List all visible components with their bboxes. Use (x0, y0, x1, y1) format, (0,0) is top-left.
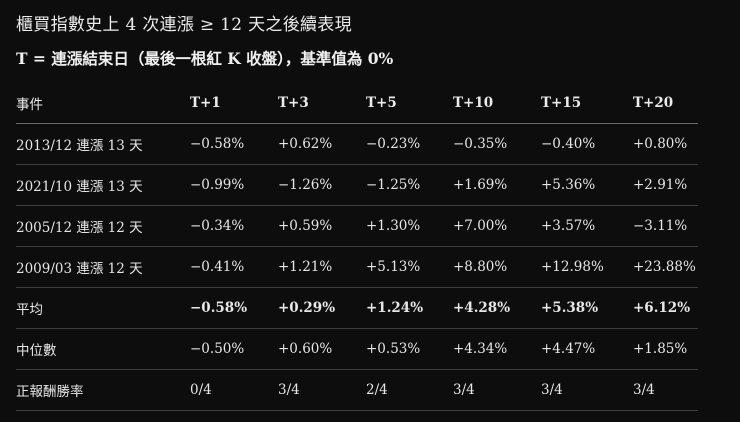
value-cell: +0.80% (633, 123, 698, 165)
table-row-2009-03: 2009/03 連漲 12 天 −0.41% +1.21% +5.13% +8.… (16, 246, 698, 288)
value-cell: +3.57% (541, 205, 633, 247)
value-cell: +23.88% (633, 246, 698, 288)
event-cell: 平均 (16, 287, 190, 329)
value-cell: 3/4 (633, 369, 698, 411)
value-cell: +4.34% (453, 328, 541, 370)
value-cell: +5.36% (541, 164, 633, 206)
value-cell: +1.69% (453, 164, 541, 206)
column-header-t5: T+5 (366, 83, 453, 124)
table-row-2005-12: 2005/12 連漲 12 天 −0.34% +0.59% +1.30% +7.… (16, 205, 698, 247)
event-cell: 2005/12 連漲 12 天 (16, 205, 190, 247)
value-cell: −3.11% (633, 205, 698, 247)
value-cell: +4.28% (453, 287, 541, 329)
value-cell: +0.62% (278, 123, 366, 165)
column-header-t20: T+20 (633, 83, 698, 124)
value-cell: +0.60% (278, 328, 366, 370)
value-cell: +6.12% (633, 287, 698, 329)
value-cell: +1.30% (366, 205, 453, 247)
value-cell: +5.13% (366, 246, 453, 288)
value-cell: +0.29% (278, 287, 366, 329)
event-cell: 正報酬勝率 (16, 369, 190, 411)
column-header-t3: T+3 (278, 83, 366, 124)
returns-table: 事件 T+1 T+3 T+5 T+10 T+15 T+20 2013/12 連漲… (16, 83, 698, 411)
value-cell: +1.85% (633, 328, 698, 370)
table-row-median: 中位數 −0.50% +0.60% +0.53% +4.34% +4.47% +… (16, 328, 698, 370)
value-cell: 2/4 (366, 369, 453, 411)
value-cell: +1.24% (366, 287, 453, 329)
value-cell: 3/4 (278, 369, 366, 411)
value-cell: +0.53% (366, 328, 453, 370)
table-row-2021-10: 2021/10 連漲 13 天 −0.99% −1.26% −1.25% +1.… (16, 164, 698, 206)
column-header-t15: T+15 (541, 83, 633, 124)
value-cell: +0.59% (278, 205, 366, 247)
value-cell: −1.26% (278, 164, 366, 206)
value-cell: +5.38% (541, 287, 633, 329)
value-cell: −0.40% (541, 123, 633, 165)
value-cell: +4.47% (541, 328, 633, 370)
value-cell: −0.58% (190, 287, 278, 329)
value-cell: +8.80% (453, 246, 541, 288)
event-cell: 2013/12 連漲 13 天 (16, 123, 190, 165)
value-cell: 3/4 (453, 369, 541, 411)
column-header-t1: T+1 (190, 83, 278, 124)
event-cell: 2021/10 連漲 13 天 (16, 164, 190, 206)
value-cell: −0.99% (190, 164, 278, 206)
table-row-2013-12: 2013/12 連漲 13 天 −0.58% +0.62% −0.23% −0.… (16, 123, 698, 165)
table-row-average: 平均 −0.58% +0.29% +1.24% +4.28% +5.38% +6… (16, 287, 698, 329)
value-cell: −0.58% (190, 123, 278, 165)
table-header-row: 事件 T+1 T+3 T+5 T+10 T+15 T+20 (16, 83, 698, 124)
column-header-t10: T+10 (453, 83, 541, 124)
value-cell: −1.25% (366, 164, 453, 206)
value-cell: −0.35% (453, 123, 541, 165)
value-cell: −0.50% (190, 328, 278, 370)
value-cell: −0.23% (366, 123, 453, 165)
table-row-win-rate: 正報酬勝率 0/4 3/4 2/4 3/4 3/4 3/4 (16, 369, 698, 411)
value-cell: 3/4 (541, 369, 633, 411)
value-cell: +12.98% (541, 246, 633, 288)
value-cell: −0.41% (190, 246, 278, 288)
page-subtitle: T = 連漲結束日（最後一根紅 K 收盤），基準值為 0% (16, 49, 394, 68)
page-title: 櫃買指數史上 4 次連漲 ≥ 12 天之後續表現 (16, 15, 352, 35)
event-cell: 2009/03 連漲 12 天 (16, 246, 190, 288)
value-cell: 0/4 (190, 369, 278, 411)
value-cell: +7.00% (453, 205, 541, 247)
value-cell: +1.21% (278, 246, 366, 288)
event-cell: 中位數 (16, 328, 190, 370)
column-header-event: 事件 (16, 83, 190, 124)
value-cell: −0.34% (190, 205, 278, 247)
value-cell: +2.91% (633, 164, 698, 206)
